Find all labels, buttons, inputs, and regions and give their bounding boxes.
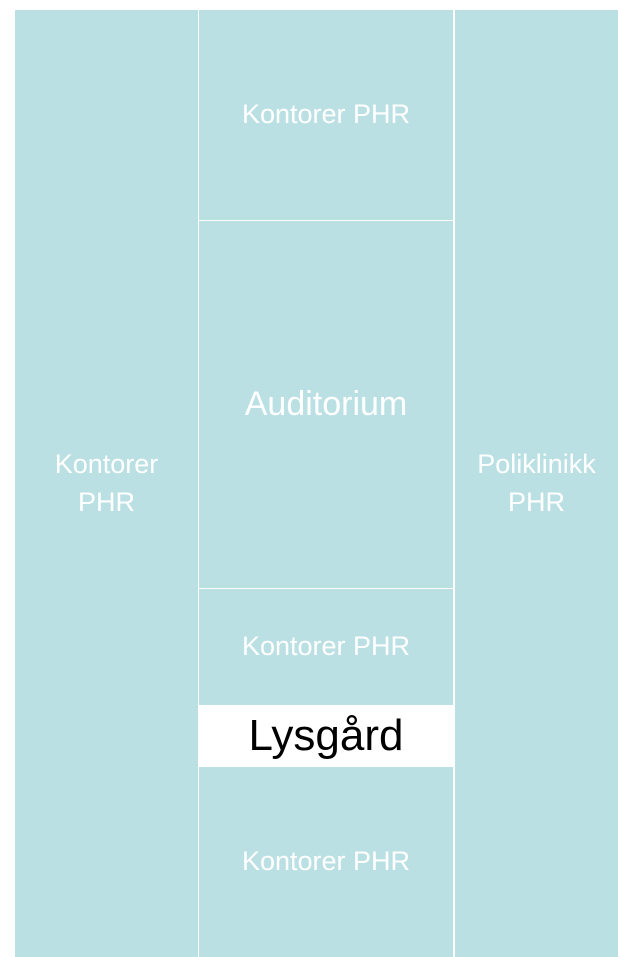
- room: Lysgård: [199, 706, 453, 766]
- room-label: Lysgård: [248, 711, 404, 761]
- room: Kontorer PHR: [199, 589, 453, 705]
- room: Kontorer PHR: [15, 10, 198, 957]
- room: Poliklinikk PHR: [455, 10, 618, 957]
- room-label: Auditorium: [244, 384, 408, 423]
- room: Kontorer PHR: [199, 10, 453, 220]
- room-label: Poliklinikk PHR: [477, 448, 596, 517]
- room-label: Kontorer PHR: [241, 846, 411, 877]
- room: Auditorium: [199, 221, 453, 588]
- room-label: Kontorer PHR: [241, 631, 411, 662]
- room-label: Kontorer PHR: [54, 448, 159, 517]
- room: Kontorer PHR: [199, 767, 453, 957]
- room-label: Kontorer PHR: [241, 99, 411, 130]
